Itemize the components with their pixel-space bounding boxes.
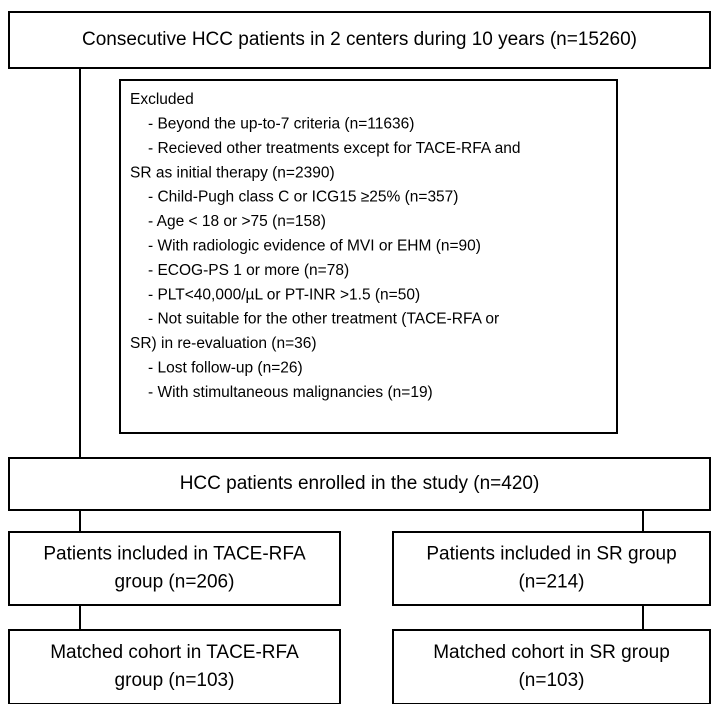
excluded-item: SR) in re-evaluation (n=36) [130,335,317,352]
box-text: Matched cohort in TACE-RFA [50,642,299,663]
box-title: Excluded [130,91,194,108]
box [8,629,341,704]
excluded-item: - PLT<40,000/µL or PT-INR >1.5 (n=50) [148,286,420,303]
excluded-item: SR as initial therapy (n=2390) [130,164,335,181]
box-text: group (n=206) [115,572,235,593]
excluded-item: - ECOG-PS 1 or more (n=78) [148,262,349,279]
excluded-item: - Lost follow-up (n=26) [148,359,303,376]
box-text: Consecutive HCC patients in 2 centers du… [82,29,637,50]
excluded-item: - Beyond the up-to-7 criteria (n=11636) [148,115,414,132]
box [392,531,711,606]
box [119,79,618,434]
excluded-item: - With stimultaneous malignancies (n=19) [148,384,433,401]
excluded-item: - Not suitable for the other treatment (… [148,311,499,328]
box-text: Matched cohort in SR group [433,642,670,663]
box-text: group (n=103) [115,670,235,691]
excluded-item: - Age < 18 or >75 (n=158) [148,213,326,230]
box-text: Patients included in SR group [426,544,676,565]
box-text: HCC patients enrolled in the study (n=42… [180,473,540,494]
box-text: (n=214) [518,572,584,593]
box-text: Patients included in TACE-RFA [43,544,306,565]
box [392,629,711,704]
box-text: (n=103) [518,670,584,691]
box [8,11,711,69]
excluded-item: - Recieved other treatments except for T… [148,140,520,157]
excluded-item: - With radiologic evidence of MVI or EHM… [148,237,481,254]
box [8,457,711,511]
box [8,531,341,606]
excluded-item: - Child-Pugh class C or ICG15 ≥25% (n=35… [148,189,458,206]
